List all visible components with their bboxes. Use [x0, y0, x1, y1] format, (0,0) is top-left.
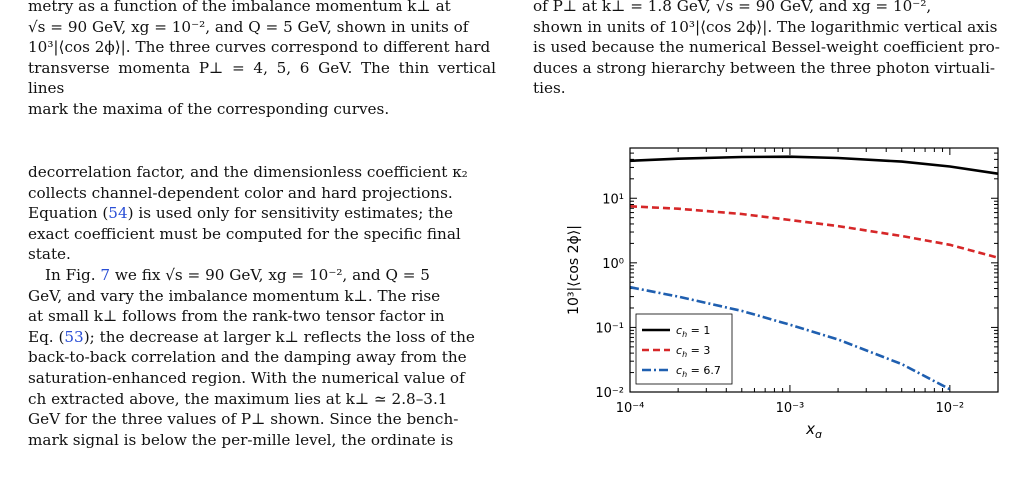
x-axis-label-main: x — [805, 420, 815, 438]
caption-line: of P⊥ at k⊥ = 1.8 GeV, √s = 90 GeV, and … — [533, 0, 932, 15]
text-line: at small k⊥ follows from the rank-two te… — [28, 307, 445, 326]
equation-link-53[interactable]: 53 — [64, 327, 84, 346]
body-text-left: decorrelation factor, and the dimensionl… — [28, 162, 496, 450]
text-line: Equation (54) is used only for sensitivi… — [28, 204, 454, 223]
text-line: mark signal is below the per-mille level… — [28, 430, 454, 449]
text-line: state. — [28, 245, 71, 264]
caption-line: √s = 90 GeV, xg = 10⁻², and Q = 5 GeV, s… — [28, 17, 469, 36]
x-axis-label: xg — [805, 420, 822, 438]
caption-line: ties. — [533, 79, 566, 98]
figure-link-7[interactable]: 7 — [100, 265, 111, 284]
text-line: Eq. (53); the decrease at larger k⊥ refl… — [28, 327, 475, 346]
y-axis-label: 10³|⟨cos 2ϕ⟩| — [566, 225, 582, 315]
caption-line: transverse momenta P⊥ = 4, 5, 6 GeV. The… — [28, 58, 496, 98]
legend-label: ch = 3 — [676, 344, 710, 359]
text-line: back-to-back correlation and the damping… — [28, 348, 467, 367]
y-tick-label: 10⁻¹ — [595, 321, 624, 336]
text-line: ch extracted above, the maximum lies at … — [28, 389, 448, 408]
legend-label: ch = 6.7 — [676, 364, 721, 379]
series-group — [629, 155, 999, 391]
text-line: GeV, and vary the imbalance momentum k⊥.… — [28, 286, 441, 305]
x-axis-label-sub: g — [815, 428, 822, 438]
text-line: decorrelation factor, and the dimensionl… — [28, 163, 468, 181]
caption-line: metry as a function of the imbalance mom… — [28, 0, 451, 15]
text-line: collects channel-dependent color and har… — [28, 183, 453, 202]
legend: ch = 1 ch = 3 ch = 6.7 — [635, 313, 733, 385]
series-line — [629, 205, 999, 259]
x-tick-label: 10⁻² — [936, 401, 965, 416]
caption-line: shown in units of 10³|⟨cos 2ϕ⟩|. The log… — [533, 17, 998, 36]
text-line: In Fig. 7 we fix √s = 90 GeV, xg = 10⁻²,… — [45, 265, 430, 284]
equation-link-54[interactable]: 54 — [108, 204, 128, 223]
y-tick-label: 10⁻² — [595, 386, 624, 401]
caption-line: is used because the numerical Bessel-wei… — [533, 38, 1000, 57]
series-line — [629, 155, 999, 175]
ticks-group: 10⁻⁴ 10⁻³ 10⁻² 10⁻² 10⁻¹ 10⁰ 10¹ — [595, 147, 999, 416]
figure-caption-left: metry as a function of the imbalance mom… — [28, 0, 496, 120]
figure-plot: 10⁻⁴ 10⁻³ 10⁻² 10⁻² 10⁻¹ 10⁰ 10¹ 10³|⟨cos 2ϕ⟩|… — [540, 138, 1018, 441]
x-tick-label: 10⁻³ — [776, 401, 805, 416]
legend-box — [635, 313, 733, 385]
caption-line: 10³|⟨cos 2ϕ⟩|. The three curves correspo… — [28, 38, 491, 57]
plot-frame — [629, 147, 999, 393]
text-line: exact coefficient must be computed for t… — [28, 224, 461, 243]
caption-line: mark the maxima of the corresponding cur… — [28, 99, 390, 118]
text-line: GeV for the three values of P⊥ shown. Si… — [28, 410, 459, 429]
figure-caption-right: of P⊥ at k⊥ = 1.8 GeV, √s = 90 GeV, and … — [533, 0, 1002, 99]
y-tick-label: 10⁰ — [602, 257, 624, 272]
legend-label: ch = 1 — [676, 324, 710, 339]
chart-svg: 10⁻⁴ 10⁻³ 10⁻² 10⁻² 10⁻¹ 10⁰ 10¹ 10³|⟨cos 2ϕ⟩|… — [566, 147, 999, 441]
caption-line: duces a strong hierarchy between the thr… — [533, 58, 996, 77]
y-tick-label: 10¹ — [602, 192, 624, 207]
x-tick-label: 10⁻⁴ — [616, 401, 645, 416]
text-line: saturation-enhanced region. With the num… — [28, 368, 465, 387]
